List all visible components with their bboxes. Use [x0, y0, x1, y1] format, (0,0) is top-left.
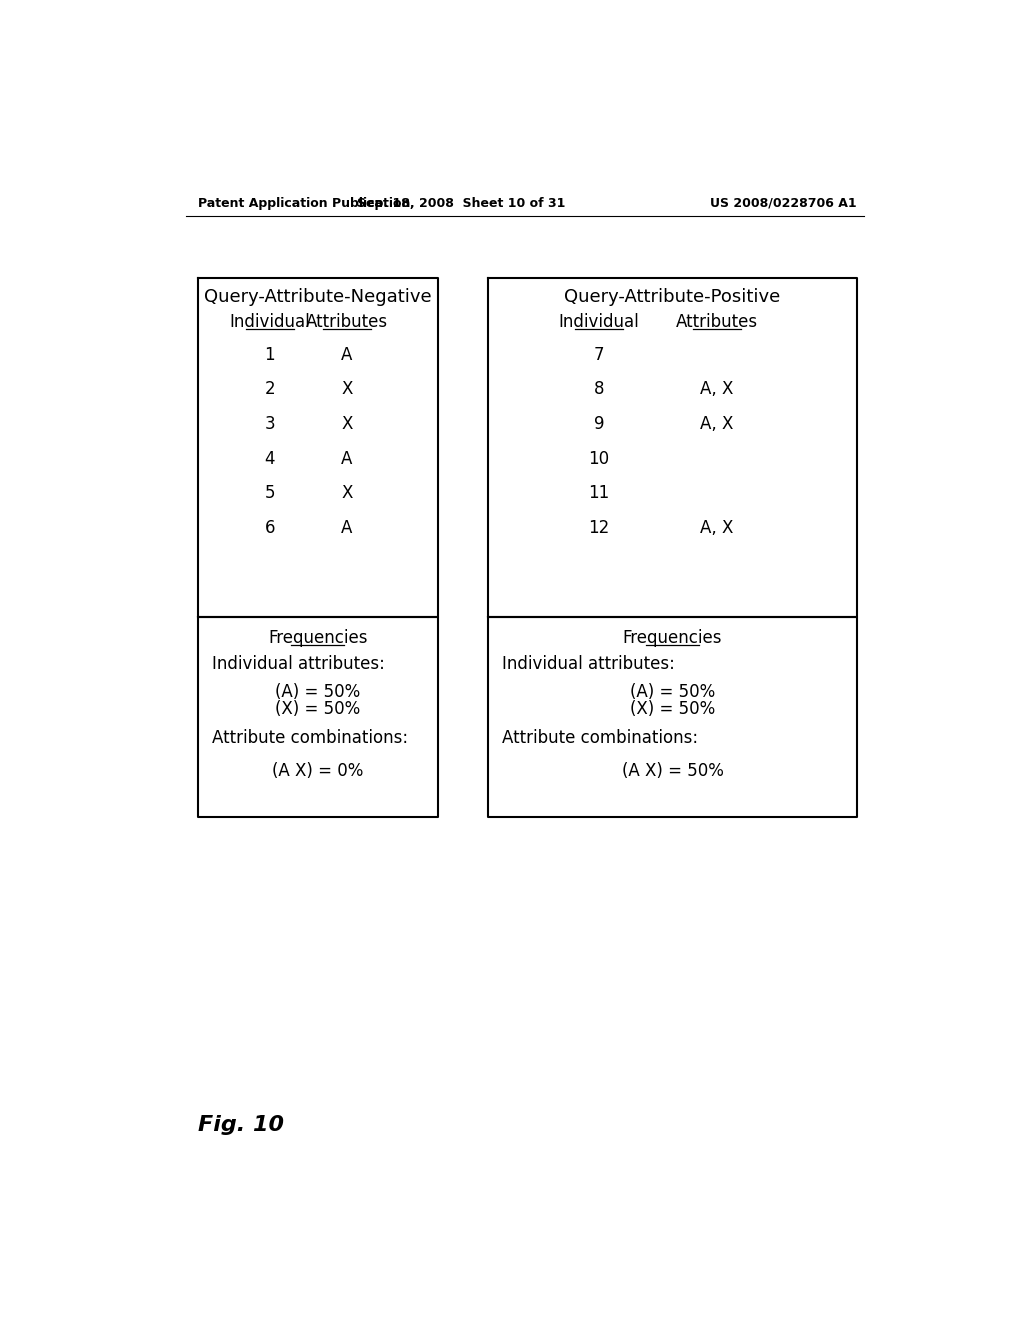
Text: A: A — [341, 346, 352, 364]
Text: 8: 8 — [594, 380, 604, 399]
Text: (A) = 50%: (A) = 50% — [630, 682, 715, 701]
Text: Individual attributes:: Individual attributes: — [503, 655, 675, 673]
Text: (X) = 50%: (X) = 50% — [275, 700, 360, 718]
Text: 12: 12 — [588, 519, 609, 537]
Text: Patent Application Publication: Patent Application Publication — [198, 197, 411, 210]
Text: X: X — [341, 484, 352, 503]
Text: A: A — [341, 519, 352, 537]
Text: Attribute combinations:: Attribute combinations: — [212, 729, 408, 747]
Text: Individual: Individual — [229, 313, 310, 331]
Text: A: A — [341, 450, 352, 467]
Text: Query-Attribute-Negative: Query-Attribute-Negative — [204, 288, 432, 306]
Text: Frequencies: Frequencies — [268, 630, 368, 647]
Text: A, X: A, X — [700, 519, 733, 537]
Text: 4: 4 — [264, 450, 275, 467]
Text: A, X: A, X — [700, 380, 733, 399]
Text: 5: 5 — [264, 484, 275, 503]
Text: Frequencies: Frequencies — [623, 630, 722, 647]
Text: 10: 10 — [588, 450, 609, 467]
Text: A, X: A, X — [700, 414, 733, 433]
Text: 11: 11 — [588, 484, 609, 503]
Text: 6: 6 — [264, 519, 275, 537]
Text: Fig. 10: Fig. 10 — [198, 1115, 284, 1135]
Text: Query-Attribute-Positive: Query-Attribute-Positive — [564, 288, 780, 306]
Text: 3: 3 — [264, 414, 275, 433]
Text: Attributes: Attributes — [305, 313, 388, 331]
Text: (A X) = 0%: (A X) = 0% — [272, 762, 364, 780]
Text: Attribute combinations:: Attribute combinations: — [503, 729, 698, 747]
Text: 9: 9 — [594, 414, 604, 433]
Text: (A X) = 50%: (A X) = 50% — [622, 762, 723, 780]
Text: X: X — [341, 414, 352, 433]
Text: Individual attributes:: Individual attributes: — [212, 655, 385, 673]
Text: 1: 1 — [264, 346, 275, 364]
Text: Sep. 18, 2008  Sheet 10 of 31: Sep. 18, 2008 Sheet 10 of 31 — [357, 197, 565, 210]
Text: X: X — [341, 380, 352, 399]
Text: 2: 2 — [264, 380, 275, 399]
Text: (X) = 50%: (X) = 50% — [630, 700, 715, 718]
Text: 7: 7 — [594, 346, 604, 364]
Text: Attributes: Attributes — [676, 313, 758, 331]
Text: Individual: Individual — [558, 313, 639, 331]
Text: US 2008/0228706 A1: US 2008/0228706 A1 — [710, 197, 856, 210]
Text: (A) = 50%: (A) = 50% — [275, 682, 360, 701]
